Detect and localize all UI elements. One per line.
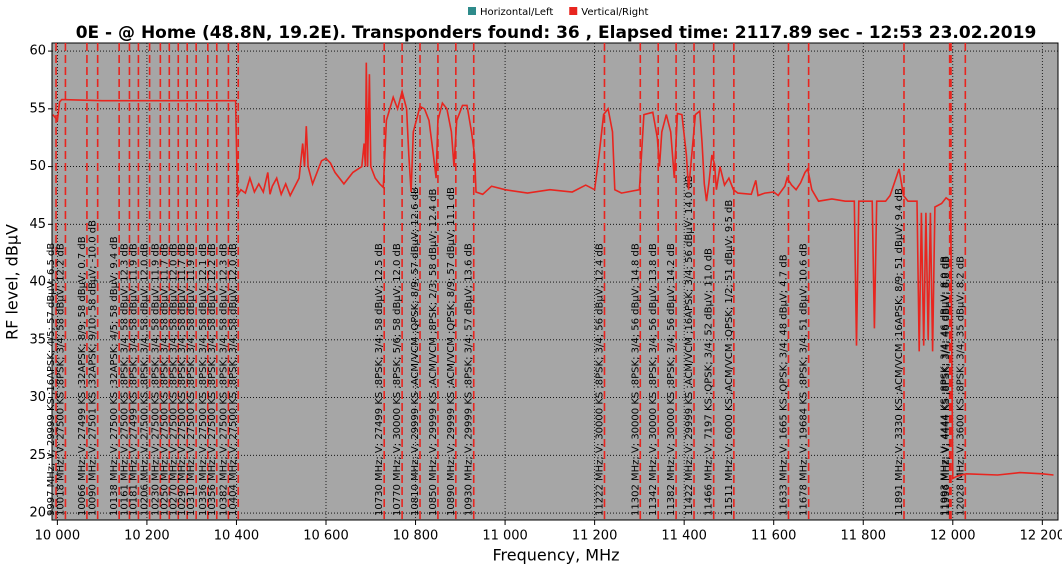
transponder-label: 10356 MHz; V; 27500 KS ;8PSK; 3/4; 58 dB… [207, 243, 218, 516]
transponder-label: 12028 MHz; V; 3600 KS ;8PSK; 3/4; 35 dBµ… [955, 256, 966, 516]
x-tick-label: 11 000 [482, 529, 528, 544]
x-tick-label: 10 200 [124, 529, 170, 544]
transponder-label: 10230 MHz; V; 27500 KS ;8PSK; 3/4; 58 dB… [150, 243, 161, 516]
transponder-label: 11382 MHz; V; 30000 KS ;8PSK; 3/4; 56 dB… [666, 243, 677, 516]
transponder-label: 10930 MHz; V; 29999 KS ;8PSK; 3/4; 57 dB… [464, 243, 475, 516]
x-tick-label: 12 200 [1020, 529, 1062, 544]
transponder-label: 11891 MHz; V; 3330 KS ;ACM/VCM ;16APSK; … [894, 188, 905, 516]
legend-swatch [468, 7, 476, 15]
x-tick-label: 10 400 [214, 529, 260, 544]
x-tick-label: 11 800 [840, 529, 886, 544]
transponder-label: 11466 MHz; V; 7197 KS ;QPSK; 3/4; 52 dBµ… [704, 248, 715, 516]
transponder-label: 10206 MHz; V; 27500 KS ;8PSK; 3/4; 58 dB… [140, 243, 151, 516]
spectrum-line [52, 62, 1054, 480]
legend-swatch [569, 7, 578, 15]
x-tick-label: 10 800 [393, 529, 439, 544]
x-axis-label: Frequency, MHz [492, 546, 619, 565]
x-tick-label: 10 000 [35, 529, 81, 544]
y-tick-label: 40 [29, 275, 46, 290]
transponder-label: 11633 MHz; V; 1665 KS ;QPSK; 3/4; 48 dBµ… [778, 254, 789, 516]
y-tick-label: 50 [29, 159, 46, 174]
y-axis-label: RF level, dBµV [3, 224, 22, 340]
y-tick-label: 30 [29, 390, 46, 405]
plot-area [51, 42, 1059, 521]
transponder-label: 10181 MHz; V; 27499 KS ;8PSK; 3/4; 58 dB… [128, 243, 139, 516]
y-tick-label: 60 [29, 44, 46, 59]
transponder-label: 11342 MHz; V; 30000 KS ;8PSK; 3/4; 56 dB… [648, 243, 659, 516]
transponder-label: 11422 MHz; V; 29999 KS ;ACM/VCM ;16APSK;… [684, 175, 695, 516]
transponder-label: 11222 MHz; V; 30000 KS ;8PSK; 3/4; 56 dB… [594, 243, 605, 516]
transponder-label: 11511 MHz; V; 6000 KS ;ACM/VCM ;QPSK; 1/… [724, 200, 735, 516]
transponder-label: 11302 MHz; V; 30000 KS ;8PSK; 3/4; 56 dB… [630, 243, 641, 516]
y-tick-label: 20 [29, 506, 46, 521]
chart-title: 0E - @ Home (48.8N, 19.2E). Transponders… [76, 23, 1037, 43]
transponder-label: 10290 MHz; V; 27500 KS ;8PSK; 3/4; 58 dB… [177, 243, 188, 516]
y-tick-label: 55 [29, 101, 46, 116]
transponder-label: 10161 MHz; V; 27500 KS ;8PSK; 3/4; 58 dB… [119, 243, 130, 516]
transponder-label: 10090 MHz; V; 27501 KS ;32APSK; 9/10; 58… [88, 220, 99, 516]
transponder-label: 11678 MHz; V; 19684 KS ;8PSK; 3/4; 51 dB… [799, 243, 810, 516]
transponder-label: 9997 MHz; V; 29999 KS ;16APSK; 4/5; 57 d… [46, 243, 57, 516]
transponder-label: 10810 MHz; V; 29999 KS ;ACM/VCM ;QPSK; 8… [410, 187, 421, 516]
x-tick-label: 11 400 [661, 529, 707, 544]
transponder-label: 10138 MHz; V; 27500 KS ;32APSK; 4/5; 58 … [109, 236, 120, 516]
transponder-label: 10890 MHz; V; 29999 KS ;ACM/VCM ;QPSK; 8… [446, 187, 457, 516]
legend-label: Horizontal/Left [480, 7, 553, 18]
transponder-label: 11996 MHz; V; 4444 KS ;8PSK; 3/4; 46 dBµ… [941, 256, 952, 516]
transponder-label: 10336 MHz; V; 27500 KS ;8PSK; 3/4; 58 dB… [198, 243, 209, 516]
legend-label: Vertical/Right [581, 7, 648, 18]
transponder-label: 11993 MHz; V; 4444 KS ;8PSK; 3/4; 46 dBµ… [940, 256, 951, 516]
transponder-label: 10770 MHz; V; 30000 KS ;8PSK; 5/6; 58 dB… [392, 243, 403, 516]
x-tick-label: 11 200 [572, 529, 618, 544]
transponder-label: 10018 MHz; V; 27500 KS ;8PSK; 3/4; 58 dB… [55, 243, 66, 516]
transponder-label: 10404 MHz; V; 27500 KS ;8PSK; 3/4; 58 dB… [228, 243, 239, 516]
transponder-label: 10250 MHz; V; 27500 KS ;8PSK; 3/4; 58 dB… [159, 243, 170, 516]
y-tick-label: 35 [29, 332, 46, 347]
transponder-label: 10850 MHz; V; 29999 KS ;ACM/VCM ;8PSK; 2… [428, 188, 439, 516]
y-tick-label: 45 [29, 217, 46, 232]
x-tick-label: 11 600 [751, 529, 797, 544]
x-tick-label: 10 600 [303, 529, 349, 544]
transponder-label: 10270 MHz; V; 27500 KS ;8PSK; 3/4; 58 dB… [168, 243, 179, 516]
transponder-label: 10730 MHz; V; 27499 KS ;8PSK; 3/4; 58 dB… [374, 243, 385, 516]
y-tick-label: 25 [29, 448, 46, 463]
transponder-label: 10310 MHz; V; 27500 KS ;8PSK; 3/4; 58 dB… [186, 243, 197, 516]
transponder-label: 10382 MHz; V; 27500 KS ;8PSK; 3/4; 58 dB… [218, 243, 229, 516]
transponder-label: 10066 MHz; V; 27499 KS ;32APSK; 8/9; 58 … [77, 236, 88, 516]
x-tick-label: 12 000 [930, 529, 976, 544]
